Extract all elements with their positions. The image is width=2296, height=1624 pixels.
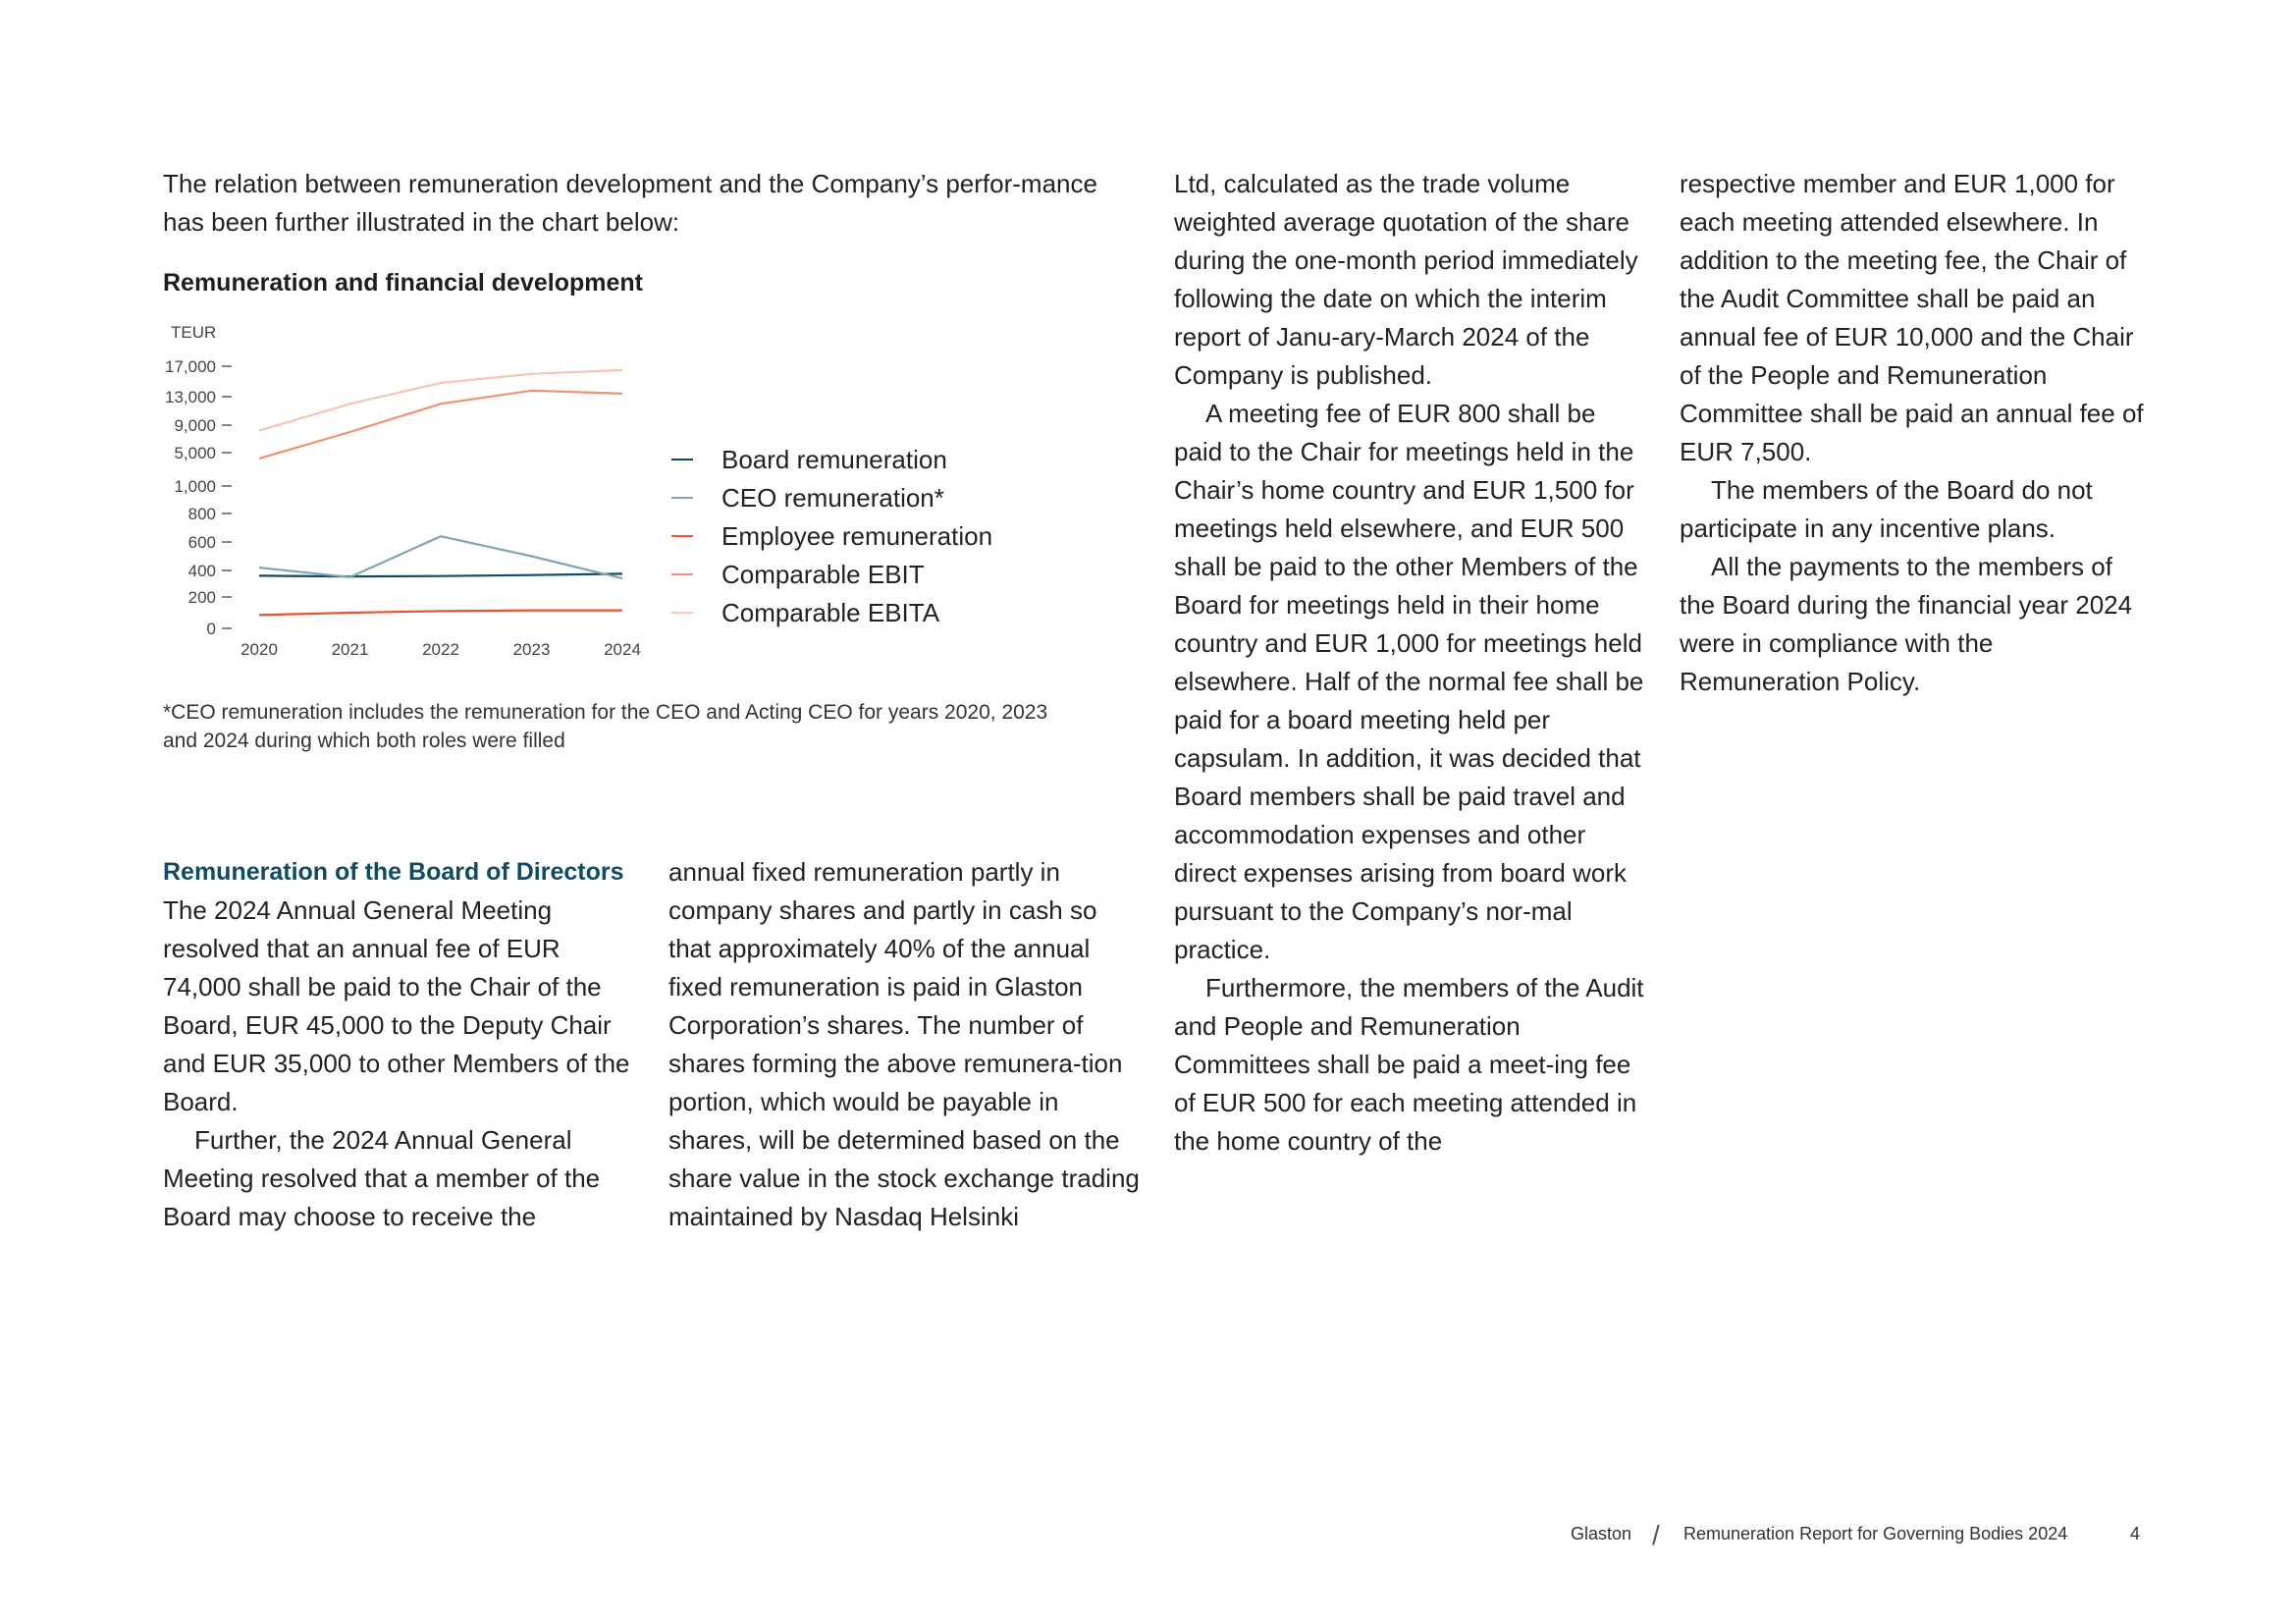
x-tick-label: 2020 [240, 640, 278, 659]
y-tick-label: 600 [188, 533, 216, 552]
y-tick-label: 9,000 [174, 416, 216, 435]
legend-swatch [671, 612, 693, 614]
series-line-comparable-ebita [258, 368, 623, 432]
legend-label: Comparable EBIT [721, 560, 925, 589]
paragraph: The members of the Board do not particip… [1680, 475, 2093, 543]
remuneration-chart: TEUR 17,000 13,000 9,000 5,000 1,000 800 600 40… [165, 323, 641, 659]
series-line-ceo-remuneration [258, 535, 623, 580]
x-axis: 2020 2021 2022 2023 2024 [240, 640, 641, 659]
paragraph: respective member and EUR 1,000 for each… [1680, 169, 2144, 466]
paragraph: All the payments to the members of the B… [1680, 552, 2133, 696]
x-tick-label: 2023 [513, 640, 551, 659]
column-1: Remuneration of the Board of Directors T… [163, 853, 634, 1236]
y-tick-label: 200 [188, 588, 216, 607]
x-tick-label: 2021 [332, 640, 369, 659]
series-line-board-remuneration [258, 572, 623, 578]
y-tick-label: 400 [188, 562, 216, 580]
footer-company: Glaston [1571, 1524, 1632, 1543]
x-tick-label: 2024 [604, 640, 641, 659]
legend-label: Employee remuneration [721, 521, 993, 551]
x-tick-label: 2022 [422, 640, 459, 659]
paragraph: Ltd, calculated as the trade volume weig… [1174, 169, 1638, 390]
y-axis: 17,000 13,000 9,000 5,000 1,000 800 600 400 200 0 [165, 357, 232, 638]
paragraph: Further, the 2024 Annual General Meeting… [163, 1125, 601, 1231]
legend-label: Comparable EBITA [721, 598, 940, 627]
intro-paragraph: The relation between remuneration develo… [163, 169, 1097, 237]
chart-footnote: *CEO remuneration includes the remunerat… [163, 701, 1048, 752]
chart-series [258, 368, 623, 617]
footer-separator: / [1652, 1520, 1660, 1550]
legend-swatch [671, 535, 693, 537]
paragraph: annual fixed remuneration partly in comp… [668, 857, 1140, 1231]
y-axis-label: TEUR [171, 323, 216, 342]
legend-swatch [671, 497, 693, 499]
legend-label: CEO remuneration* [721, 483, 944, 513]
y-tick-label: 1,000 [174, 477, 216, 496]
page-number: 4 [2130, 1524, 2141, 1543]
y-tick-label: 17,000 [165, 357, 216, 376]
series-line-employee-remuneration [258, 609, 622, 617]
y-tick-label: 5,000 [174, 444, 216, 462]
legend-label: Board remuneration [721, 445, 947, 474]
paragraph: Furthermore, the members of the Audit an… [1174, 973, 1644, 1156]
legend-swatch [671, 459, 693, 460]
series-line-comparable-ebit [258, 389, 623, 460]
y-tick-label: 800 [188, 505, 216, 523]
legend-swatch [671, 573, 693, 575]
section-heading: Remuneration of the Board of Directors [163, 858, 624, 886]
paragraph: The 2024 Annual General Meeting resolved… [163, 895, 630, 1116]
column-4: respective member and EUR 1,000 for each… [1680, 165, 2155, 701]
footer-report-title: Remuneration Report for Governing Bodies… [1683, 1524, 2068, 1543]
column-3: Ltd, calculated as the trade volume weig… [1174, 165, 1649, 1161]
chart-title: Remuneration and financial development [163, 269, 643, 297]
y-tick-label: 13,000 [165, 388, 216, 406]
chart-legend: Board remuneration CEO remuneration* Emplo… [671, 443, 1064, 639]
paragraph: A meeting fee of EUR 800 shall be paid t… [1174, 399, 1644, 964]
y-tick-label: 0 [207, 620, 216, 638]
column-2: annual fixed remuneration partly in comp… [668, 853, 1146, 1236]
